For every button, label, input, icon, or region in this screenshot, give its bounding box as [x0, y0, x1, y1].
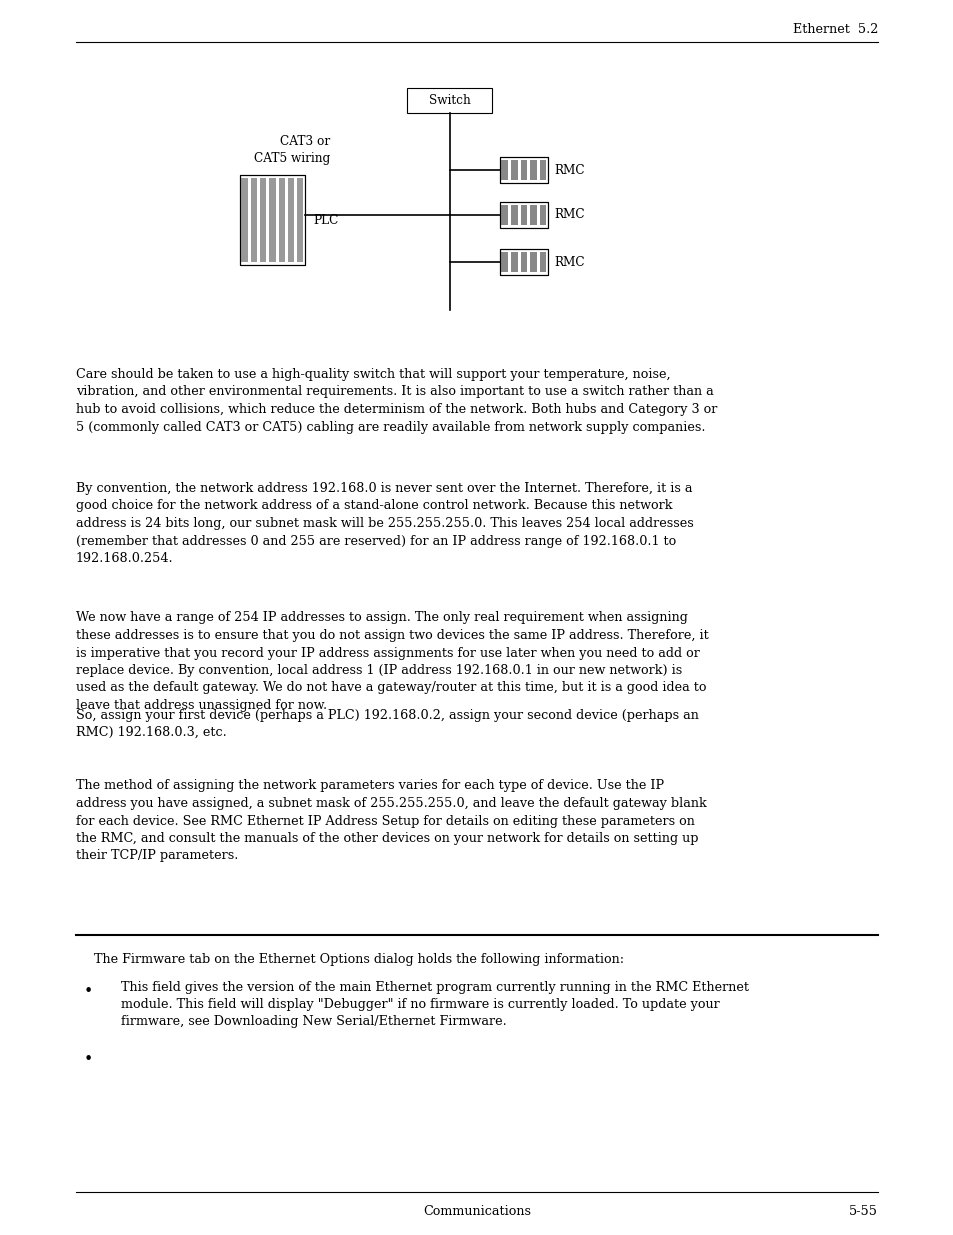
Bar [520, 161, 527, 180]
Bar [297, 178, 303, 262]
Bar [251, 178, 256, 262]
Bar [499, 249, 547, 275]
Text: •: • [84, 1052, 93, 1067]
Text: •: • [84, 983, 93, 999]
Bar [501, 205, 508, 225]
Bar [530, 252, 537, 272]
Bar [240, 175, 305, 266]
Text: The method of assigning the network parameters varies for each type of device. U: The method of assigning the network para… [76, 779, 706, 862]
Text: Switch: Switch [429, 94, 471, 107]
Text: We now have a range of 254 IP addresses to assign. The only real requirement whe: We now have a range of 254 IP addresses … [76, 611, 708, 713]
Bar [520, 252, 527, 272]
Bar [407, 88, 492, 112]
Bar [288, 178, 294, 262]
Text: RMC: RMC [554, 209, 584, 221]
Text: CAT3 or
CAT5 wiring: CAT3 or CAT5 wiring [253, 135, 330, 165]
Bar [501, 252, 508, 272]
Text: So, assign your first device (perhaps a PLC) 192.168.0.2, assign your second dev: So, assign your first device (perhaps a … [76, 709, 699, 739]
Text: Ethernet  5.2: Ethernet 5.2 [792, 23, 877, 36]
Bar [530, 205, 537, 225]
Bar [499, 203, 547, 228]
Bar [539, 205, 546, 225]
Bar [278, 178, 285, 262]
Bar [511, 205, 517, 225]
Text: This field gives the version of the main Ethernet program currently running in t: This field gives the version of the main… [121, 981, 748, 1029]
Bar [520, 205, 527, 225]
Text: RMC: RMC [554, 256, 584, 268]
Text: The Firmware tab on the Ethernet Options dialog holds the following information:: The Firmware tab on the Ethernet Options… [94, 953, 623, 966]
Text: By convention, the network address 192.168.0 is never sent over the Internet. Th: By convention, the network address 192.1… [76, 482, 693, 564]
Bar [511, 252, 517, 272]
Bar [499, 157, 547, 183]
Text: PLC: PLC [313, 214, 338, 226]
Text: Communications: Communications [422, 1205, 531, 1218]
Text: RMC: RMC [554, 163, 584, 177]
Bar [241, 178, 248, 262]
Bar [499, 157, 547, 183]
Bar [269, 178, 275, 262]
Bar [499, 249, 547, 275]
Text: 5-55: 5-55 [848, 1205, 877, 1218]
Text: Care should be taken to use a high-quality switch that will support your tempera: Care should be taken to use a high-quali… [76, 368, 717, 433]
Bar [539, 161, 546, 180]
Bar [539, 252, 546, 272]
Bar [530, 161, 537, 180]
Bar [499, 203, 547, 228]
Bar [260, 178, 266, 262]
Bar [511, 161, 517, 180]
Bar [501, 161, 508, 180]
Bar [240, 175, 305, 266]
